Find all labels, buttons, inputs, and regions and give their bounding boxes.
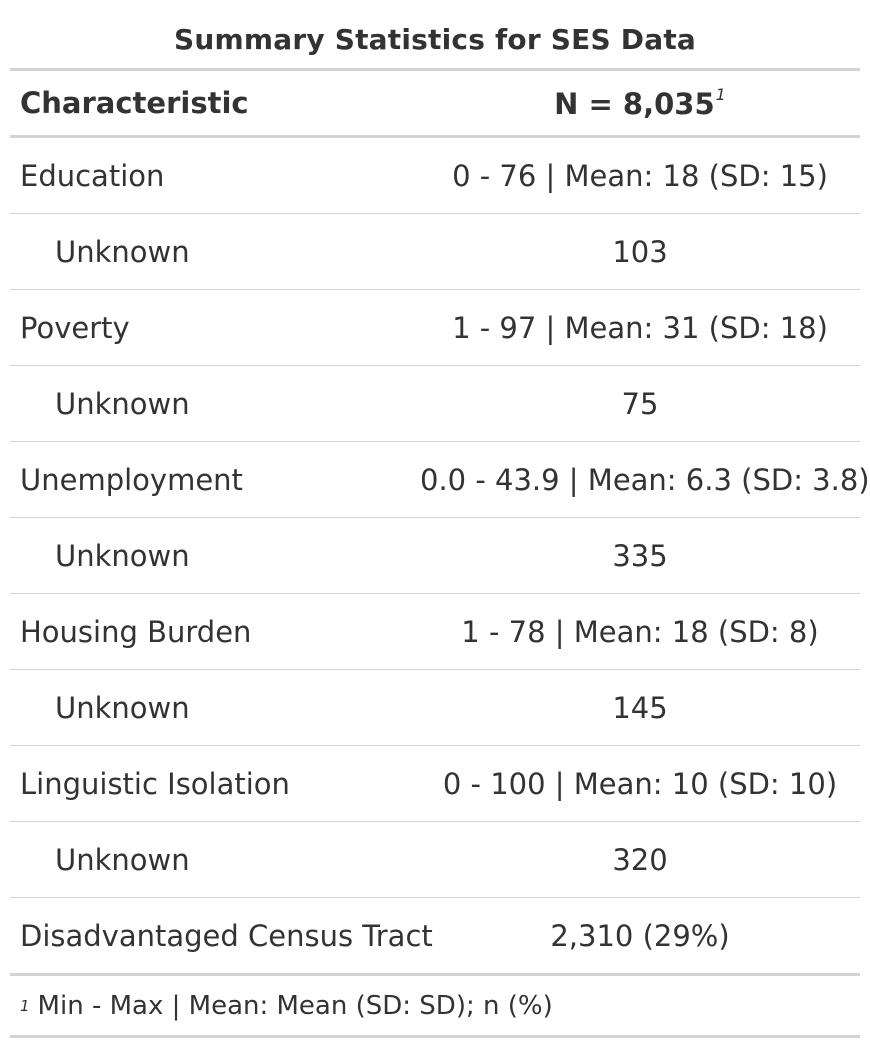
row-label: Education	[20, 158, 165, 193]
table-row: Unknown 103	[10, 214, 860, 290]
table-row: Unknown 145	[10, 670, 860, 746]
row-value: 1 - 97 | Mean: 31 (SD: 18)	[452, 310, 828, 345]
header-characteristic: Characteristic	[20, 86, 249, 120]
header-n: N = 8,0351	[420, 85, 860, 121]
header-n-label: N = 8,035	[554, 87, 715, 121]
row-value: 103	[612, 234, 668, 269]
body-bottom-rule	[10, 973, 860, 976]
row-value: 1 - 78 | Mean: 18 (SD: 8)	[461, 614, 819, 649]
row-label: Linguistic Isolation	[20, 766, 290, 801]
table-header-row: Characteristic N = 8,0351	[10, 71, 860, 135]
footnote-mark: 1	[20, 996, 30, 1015]
table-footnote: 1 Min - Max | Mean: Mean (SD: SD); n (%)	[10, 976, 860, 1035]
header-rule	[10, 135, 860, 138]
row-value: 75	[621, 386, 659, 421]
table-row: Disadvantaged Census Tract 2,310 (29%)	[10, 898, 860, 973]
table-row: Unknown 75	[10, 366, 860, 442]
row-value: 2,310 (29%)	[550, 918, 730, 953]
table-row: Poverty 1 - 97 | Mean: 31 (SD: 18)	[10, 290, 860, 366]
summary-table: Summary Statistics for SES Data Characte…	[10, 0, 870, 1038]
header-footnote-mark: 1	[715, 85, 726, 104]
table-row: Unknown 335	[10, 518, 860, 594]
row-value: 320	[612, 842, 668, 877]
table-row: Housing Burden 1 - 78 | Mean: 18 (SD: 8)	[10, 594, 860, 670]
top-rule	[10, 68, 860, 71]
row-value: 0.0 - 43.9 | Mean: 6.3 (SD: 3.8)	[420, 462, 870, 497]
table-body: Education 0 - 76 | Mean: 18 (SD: 15) Unk…	[10, 138, 870, 973]
row-value: 0 - 100 | Mean: 10 (SD: 10)	[442, 766, 838, 801]
row-label: Unknown	[55, 842, 190, 877]
row-label: Housing Burden	[20, 614, 252, 649]
table-row: Unemployment 0.0 - 43.9 | Mean: 6.3 (SD:…	[10, 442, 870, 518]
table-row: Education 0 - 76 | Mean: 18 (SD: 15)	[10, 138, 860, 214]
row-label: Unknown	[55, 538, 190, 573]
row-label: Poverty	[20, 310, 130, 345]
bottom-rule	[10, 1035, 860, 1038]
row-label: Unknown	[55, 234, 190, 269]
row-value: 0 - 76 | Mean: 18 (SD: 15)	[452, 158, 828, 193]
row-label: Unknown	[55, 690, 190, 725]
row-label: Unemployment	[20, 462, 243, 497]
row-label: Unknown	[55, 386, 190, 421]
row-value: 335	[612, 538, 668, 573]
table-row: Linguistic Isolation 0 - 100 | Mean: 10 …	[10, 746, 860, 822]
footnote-text: Min - Max | Mean: Mean (SD: SD); n (%)	[37, 990, 553, 1021]
table-row: Unknown 320	[10, 822, 860, 898]
table-title: Summary Statistics for SES Data	[173, 23, 697, 56]
row-label: Disadvantaged Census Tract	[20, 918, 433, 953]
row-value: 145	[612, 690, 668, 725]
